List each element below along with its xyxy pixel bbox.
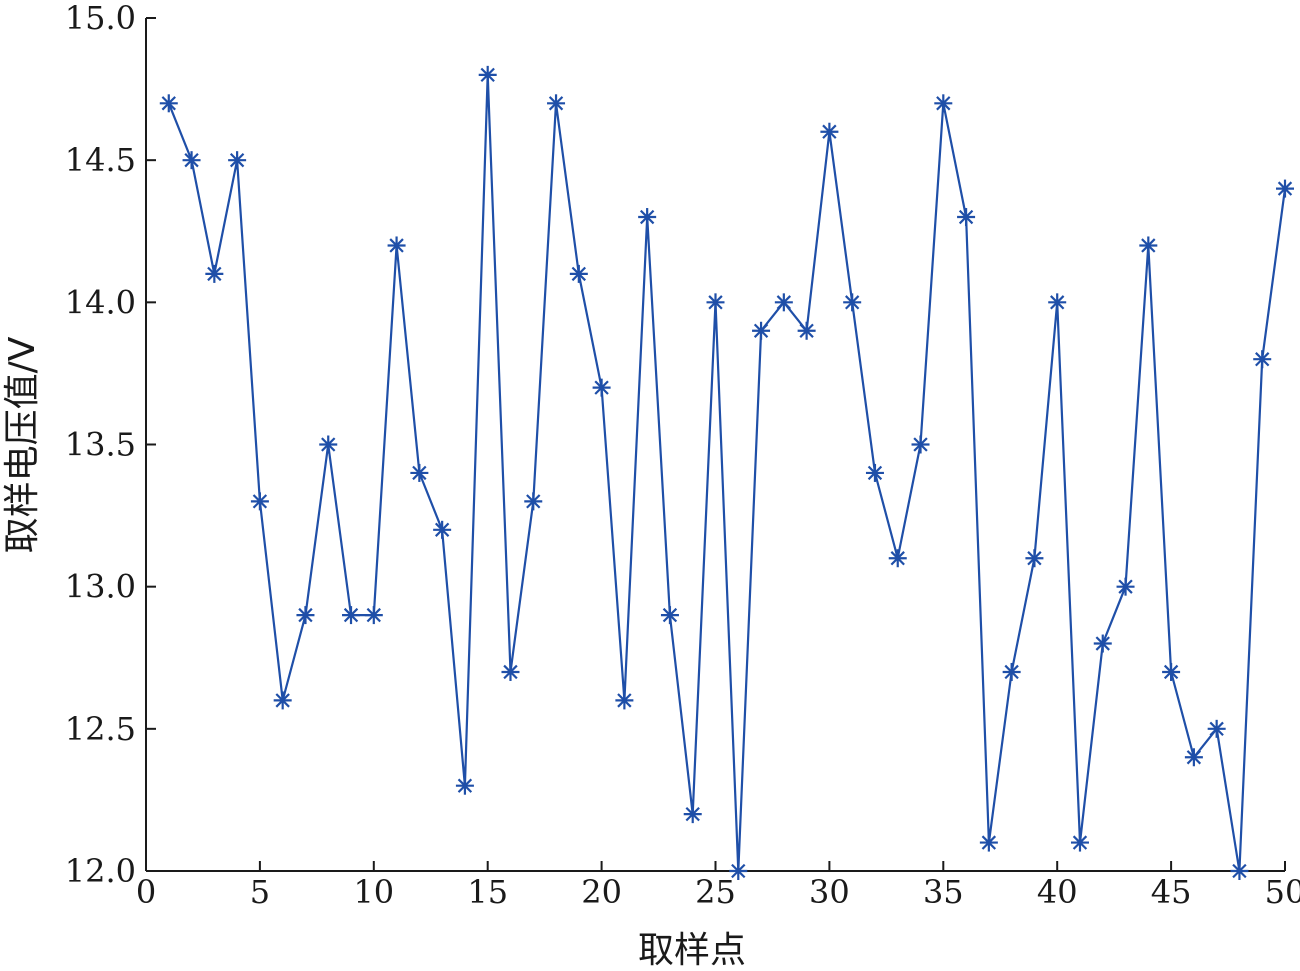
- x-tick-label: 15: [467, 873, 508, 911]
- x-axis-title: 取样点: [638, 930, 746, 971]
- data-point-marker: [797, 321, 816, 340]
- data-point-marker: [524, 492, 543, 511]
- data-point-marker: [433, 520, 452, 539]
- data-point-marker: [729, 862, 748, 880]
- x-tick-label: 35: [923, 873, 964, 911]
- data-point-marker: [592, 378, 611, 397]
- data-point-marker: [250, 492, 269, 511]
- data-point-marker: [1070, 833, 1089, 852]
- data-point-marker: [1253, 350, 1272, 369]
- data-point-marker: [387, 236, 406, 255]
- x-tick-label: 50: [1265, 873, 1300, 911]
- data-point-marker: [1025, 549, 1044, 568]
- data-point-marker: [1230, 862, 1249, 880]
- data-point-marker: [820, 122, 839, 141]
- data-point-marker: [774, 293, 793, 312]
- x-tick-label: 45: [1151, 873, 1192, 911]
- data-point-marker: [1184, 748, 1203, 767]
- x-tick-label: 5: [250, 873, 270, 911]
- data-point-marker: [1162, 662, 1181, 681]
- data-point-marker: [319, 435, 338, 454]
- data-point-marker: [957, 208, 976, 227]
- data-point-marker: [1116, 577, 1135, 596]
- axes: [145, 18, 1285, 872]
- data-point-marker: [228, 151, 247, 170]
- y-tick-label: 14.5: [65, 141, 136, 179]
- data-point-marker: [501, 662, 520, 681]
- data-point-marker: [364, 606, 383, 625]
- data-point-marker: [752, 321, 771, 340]
- y-tick-label: 13.5: [65, 426, 136, 464]
- data-point-marker: [410, 463, 429, 482]
- data-point-marker: [1002, 662, 1021, 681]
- data-point-marker: [979, 833, 998, 852]
- y-tick-label: 14.0: [65, 283, 136, 321]
- data-point-marker: [1139, 236, 1158, 255]
- data-point-marker: [478, 65, 497, 84]
- ticks: 0 5 10 15 20 25 30 35 40 45 50 12.0 12.5 13.0 13.5 14.0…: [65, 0, 1300, 911]
- series-line: [167, 74, 1287, 872]
- y-tick-label: 12.5: [65, 710, 136, 748]
- data-point-marker: [1093, 634, 1112, 653]
- data-point-marker: [615, 691, 634, 710]
- x-tick-label: 20: [581, 873, 622, 911]
- x-tick-label: 10: [353, 873, 394, 911]
- data-point-marker: [911, 435, 930, 454]
- data-point-marker: [547, 94, 566, 113]
- data-point-marker: [865, 463, 884, 482]
- data-point-marker: [1207, 719, 1226, 738]
- y-tick-label: 12.0: [65, 852, 136, 890]
- data-point-marker: [843, 293, 862, 312]
- data-point-marker: [683, 805, 702, 824]
- data-point-marker: [273, 691, 292, 710]
- x-tick-label: 25: [695, 873, 736, 911]
- data-point-marker: [159, 94, 178, 113]
- data-point-marker: [342, 606, 361, 625]
- y-axis-title: 取样电压值/V: [2, 336, 43, 553]
- data-point-marker: [296, 606, 315, 625]
- data-point-marker: [660, 606, 679, 625]
- x-tick-label: 30: [809, 873, 850, 911]
- y-tick-label: 13.0: [65, 568, 136, 606]
- series-group: [159, 65, 1294, 880]
- x-tick-label: 40: [1037, 873, 1078, 911]
- data-point-marker: [888, 549, 907, 568]
- data-point-marker: [706, 293, 725, 312]
- data-point-marker: [934, 94, 953, 113]
- data-point-marker: [455, 776, 474, 795]
- x-tick-label: 0: [136, 873, 156, 911]
- data-point-marker: [1048, 293, 1067, 312]
- data-point-marker: [182, 151, 201, 170]
- data-point-marker: [1276, 179, 1294, 198]
- data-point-marker: [569, 264, 588, 283]
- y-tick-label: 15.0: [65, 0, 136, 37]
- data-point-marker: [205, 264, 224, 283]
- data-point-marker: [638, 208, 657, 227]
